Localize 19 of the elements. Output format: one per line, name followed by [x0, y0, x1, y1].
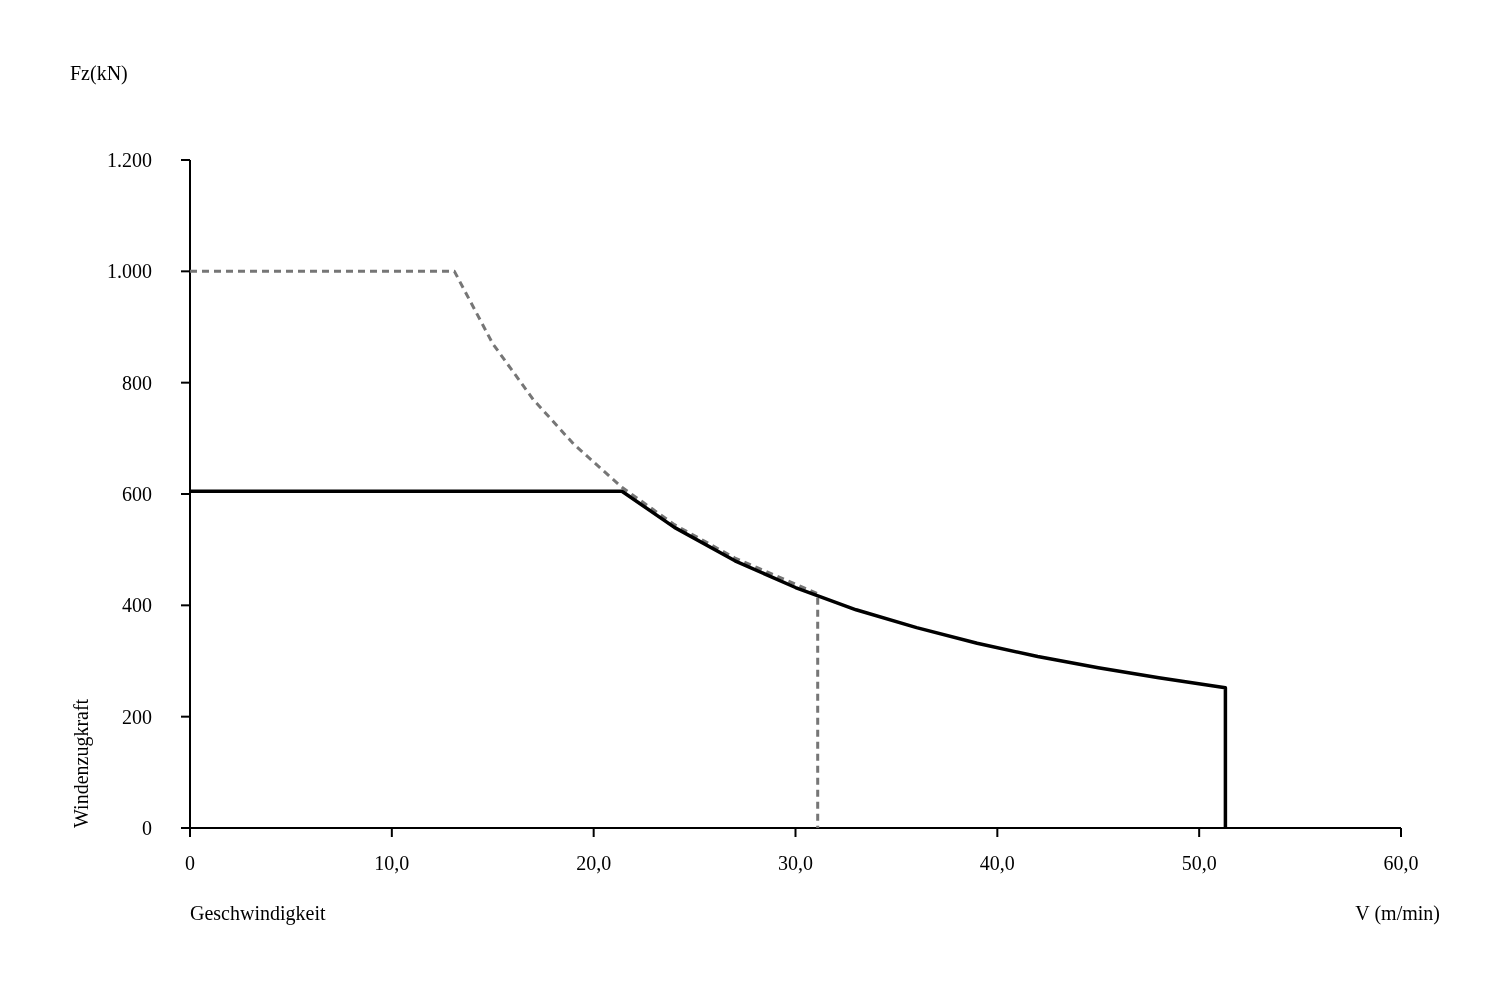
y-tick-label: 400 [122, 594, 152, 617]
x-tick-label: 20,0 [576, 852, 612, 874]
y-axis-title: Fz(kN) [70, 62, 128, 85]
line-series [188, 269, 820, 830]
x-tick-label: 40,0 [979, 852, 1015, 874]
y-tick-label: 1.200 [107, 149, 152, 171]
x-tick-label: 60,0 [1383, 852, 1419, 874]
x-axis-title: V (m/min) [1355, 902, 1440, 925]
y-tick-label: 600 [122, 483, 152, 505]
x-tick-label: 10,0 [374, 852, 410, 874]
text: Geschwindigkeit [190, 902, 326, 925]
y-tick-label: 1.000 [107, 260, 152, 283]
y-tick-label: 0 [142, 817, 152, 839]
y-tick-label: 200 [122, 705, 152, 728]
text: Windenzugkraft [70, 698, 93, 828]
x-tick-label: 30,0 [778, 852, 813, 874]
x-tick-label: 0 [185, 852, 195, 874]
x-tick-label: 50,0 [1181, 852, 1217, 874]
y-tick-label: 800 [122, 371, 152, 394]
